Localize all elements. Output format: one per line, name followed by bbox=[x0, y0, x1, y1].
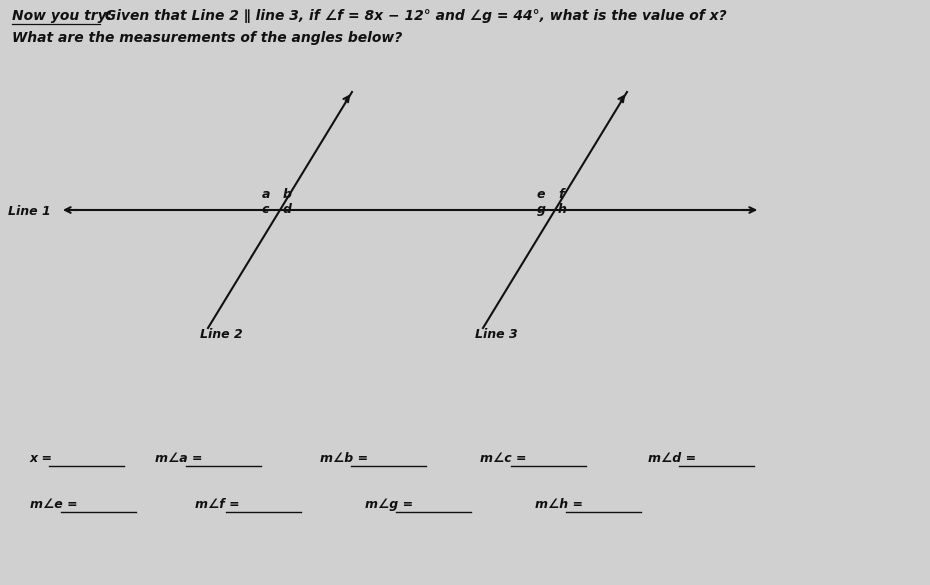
Text: Given that Line 2 ∥ line 3, if ∠f = 8x − 12° and ∠g = 44°, what is the value of : Given that Line 2 ∥ line 3, if ∠f = 8x −… bbox=[100, 9, 726, 23]
Text: m∠b =: m∠b = bbox=[320, 452, 368, 465]
Text: g: g bbox=[537, 203, 546, 216]
Text: m∠c =: m∠c = bbox=[480, 452, 526, 465]
Text: Now you try:: Now you try: bbox=[12, 9, 113, 23]
Text: Line 2: Line 2 bbox=[200, 328, 243, 341]
Text: d: d bbox=[283, 203, 292, 216]
Text: m∠g =: m∠g = bbox=[365, 498, 413, 511]
Text: x =: x = bbox=[30, 452, 53, 465]
Text: m∠e =: m∠e = bbox=[30, 498, 77, 511]
Text: m∠d =: m∠d = bbox=[648, 452, 697, 465]
Text: e: e bbox=[537, 188, 546, 201]
Text: b: b bbox=[283, 188, 292, 201]
Text: m∠h =: m∠h = bbox=[535, 498, 583, 511]
Text: m∠f =: m∠f = bbox=[195, 498, 240, 511]
Text: f: f bbox=[558, 188, 564, 201]
Text: Line 1: Line 1 bbox=[8, 205, 51, 218]
Text: a: a bbox=[262, 188, 271, 201]
Text: c: c bbox=[262, 203, 270, 216]
Text: m∠a =: m∠a = bbox=[155, 452, 203, 465]
Text: h: h bbox=[558, 203, 567, 216]
Text: Line 3: Line 3 bbox=[475, 328, 518, 341]
Text: What are the measurements of the angles below?: What are the measurements of the angles … bbox=[12, 31, 403, 45]
